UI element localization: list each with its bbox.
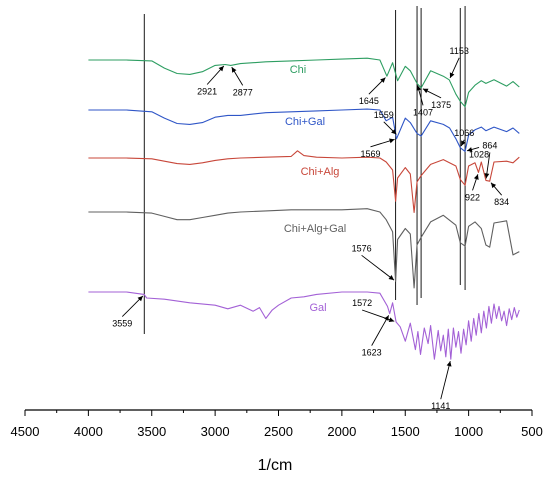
series-label-chi-alg-gal: Chi+Alg+Gal <box>284 223 346 235</box>
annotation-label: 1623 <box>362 348 382 358</box>
annotation-label: 1407 <box>413 107 433 117</box>
annotation-arrowhead <box>384 315 389 321</box>
annotation-arrowhead <box>388 275 395 281</box>
x-tick-label-4500: 4500 <box>11 424 40 439</box>
trace-chi-alg-gal <box>88 208 520 289</box>
x-tick-label-3000: 3000 <box>201 424 230 439</box>
annotation-arrowhead <box>461 140 466 147</box>
annotation-3559-gal: 3559 <box>112 295 144 329</box>
x-tick-label-1000: 1000 <box>454 424 483 439</box>
x-tick-label-1500: 1500 <box>391 424 420 439</box>
trace-gal <box>88 291 520 360</box>
trace-chi-gal <box>88 108 520 152</box>
x-tick-label-3500: 3500 <box>137 424 166 439</box>
annotation-label: 3559 <box>112 319 132 329</box>
annotation-arrowhead <box>388 317 395 323</box>
x-tick-label-500: 500 <box>521 424 543 439</box>
annotation-label: 1028 <box>469 149 489 159</box>
annotation-arrowhead <box>490 182 497 189</box>
annotation-label: 2877 <box>233 87 253 97</box>
series-label-chi-alg: Chi+Alg <box>301 166 340 178</box>
annotation-label: 834 <box>494 197 509 207</box>
x-tick-label-4000: 4000 <box>74 424 103 439</box>
annotation-1407-chi: 1407 <box>413 85 433 117</box>
annotation-1141-gal: 1141 <box>431 361 452 411</box>
annotation-arrowhead <box>416 85 422 91</box>
trace-chi <box>88 57 520 108</box>
annotation-1572-gal: 1572 <box>352 298 395 323</box>
annotation-arrowhead <box>484 173 490 179</box>
series-label-chi: Chi <box>290 64 307 76</box>
annotation-arrowhead <box>389 138 395 144</box>
annotation-1645-chi: 1645 <box>359 77 386 106</box>
annotation-arrowhead <box>380 77 386 83</box>
annotation-label: 1066 <box>454 128 474 138</box>
annotation-864-chi-alg: 864 <box>482 140 497 179</box>
annotation-label: 2921 <box>197 87 217 97</box>
annotation-arrowhead <box>422 88 429 94</box>
annotation-label: 1645 <box>359 96 379 106</box>
x-axis-title: 1/cm <box>258 457 293 474</box>
spectra-traces <box>88 57 520 360</box>
annotation-922-chi-alg: 922 <box>465 174 480 202</box>
annotation-arrowhead <box>231 67 237 73</box>
annotation-label: 1572 <box>352 298 372 308</box>
series-label-gal: Gal <box>309 302 326 314</box>
annotation-1375-chi: 1375 <box>422 88 451 110</box>
annotation-834-chi-alg: 834 <box>490 182 509 207</box>
annotation-arrow <box>440 361 451 400</box>
annotation-arrowhead <box>218 65 224 72</box>
annotation-arrowhead <box>137 295 143 302</box>
annotation-label: 1559 <box>374 110 394 120</box>
annotation-label: 1576 <box>352 243 372 253</box>
annotation-arrowhead <box>449 72 455 78</box>
annotation-1028-chi-gal: 1028 <box>466 146 489 159</box>
series-label-chi-gal: Chi+Gal <box>285 116 325 128</box>
annotation-label: 1141 <box>431 401 450 411</box>
annotation-arrow <box>361 254 395 281</box>
annotation-1153-chi: 1153 <box>449 46 469 79</box>
annotation-1576-chi-alg-gal: 1576 <box>352 243 395 281</box>
annotation-arrowhead <box>466 147 473 152</box>
annotation-label: 1153 <box>450 46 469 56</box>
annotation-label: 1375 <box>431 100 451 110</box>
annotation-arrowhead <box>391 129 397 135</box>
x-tick-label-2500: 2500 <box>264 424 293 439</box>
annotation-arrow <box>371 315 390 346</box>
annotation-1559-chi-gal: 1559 <box>374 110 397 135</box>
annotation-1569-chi-gal: 1569 <box>360 138 395 159</box>
annotation-1066-chi-gal: 1066 <box>454 128 474 147</box>
x-tick-label-2000: 2000 <box>327 424 356 439</box>
trace-chi-alg <box>88 150 520 213</box>
annotation-2921-chi: 2921 <box>197 65 225 97</box>
annotation-label: 922 <box>465 192 480 202</box>
x-axis: 4500 4000 3500 3000 2500 2000 1500 1000 500 <box>11 409 543 439</box>
series-labels: Chi Chi+Gal Chi+Alg Chi+Alg+Gal Gal <box>284 64 346 314</box>
annotation-arrowhead <box>446 361 452 367</box>
annotation-2877-chi: 2877 <box>231 66 253 97</box>
annotation-label: 1569 <box>360 149 380 159</box>
annotation-1623-gal: 1623 <box>362 315 390 358</box>
annotation-arrowhead <box>473 174 479 180</box>
annotation-label: 864 <box>482 140 497 150</box>
annotation-arrow <box>361 309 395 322</box>
